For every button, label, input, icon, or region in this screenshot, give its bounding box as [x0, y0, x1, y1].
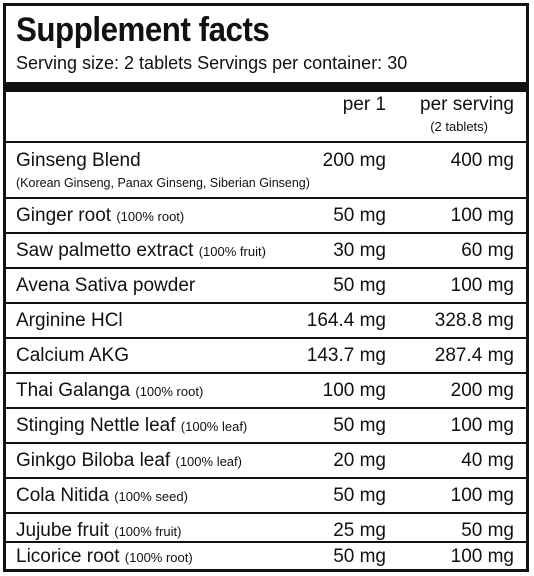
table-row: Arginine HCl 164.4 mg 328.8 mg: [6, 304, 526, 336]
row-divider: [6, 337, 526, 339]
ingredient-name: Thai Galanga (100% root): [16, 380, 204, 401]
table-row: Thai Galanga (100% root) 100 mg 200 mg: [6, 374, 526, 406]
amount-per-serving: 100 mg: [450, 546, 514, 567]
ingredient-sub-note: (Korean Ginseng, Panax Ginseng, Siberian…: [16, 176, 310, 190]
amount-per-serving: 100 mg: [450, 485, 514, 506]
row-divider: [6, 372, 526, 374]
row-divider: [6, 512, 526, 514]
amount-per-one: 164.4 mg: [306, 310, 386, 331]
ingredient-note: (100% root): [116, 209, 185, 224]
amount-per-serving: 100 mg: [450, 415, 514, 436]
table-row: Saw palmetto extract (100% fruit) 30 mg …: [6, 234, 526, 266]
amount-per-serving: 60 mg: [461, 240, 514, 261]
ingredient-note: (100% fruit): [114, 524, 182, 539]
amount-per-one: 200 mg: [322, 150, 386, 171]
amount-per-one: 30 mg: [333, 240, 386, 261]
column-header-serving-note: (2 tablets): [430, 119, 488, 134]
header-divider: [6, 82, 526, 92]
ingredient-name: Avena Sativa powder: [16, 275, 196, 296]
table-row: Jujube fruit (100% fruit) 25 mg 50 mg: [6, 514, 526, 546]
amount-per-serving: 287.4 mg: [434, 345, 514, 366]
page-title: Supplement facts: [16, 11, 270, 49]
ingredient-name: Ginseng Blend: [16, 150, 141, 171]
ingredient-name: Stinging Nettle leaf (100% leaf): [16, 415, 248, 436]
row-divider: [6, 141, 526, 143]
ingredient-name: Jujube fruit (100% fruit): [16, 520, 182, 541]
row-divider: [6, 267, 526, 269]
ingredient-name: Ginkgo Biloba leaf (100% leaf): [16, 450, 242, 471]
table-row: Licorice root (100% root) 50 mg 100 mg: [6, 543, 526, 569]
ingredient-name: Cola Nitida (100% seed): [16, 485, 188, 506]
ingredient-name: Ginger root (100% root): [16, 205, 185, 226]
serving-info: Serving size: 2 tablets Servings per con…: [16, 53, 408, 73]
amount-per-serving: 400 mg: [450, 150, 514, 171]
amount-per-serving: 40 mg: [461, 450, 514, 471]
row-divider: [6, 541, 526, 543]
row-divider: [6, 197, 526, 199]
amount-per-one: 20 mg: [333, 450, 386, 471]
table-row: Ginkgo Biloba leaf (100% leaf) 20 mg 40 …: [6, 444, 526, 476]
amount-per-one: 50 mg: [333, 275, 386, 296]
amount-per-one: 50 mg: [333, 485, 386, 506]
amount-per-one: 50 mg: [333, 415, 386, 436]
amount-per-serving: 100 mg: [450, 205, 514, 226]
column-header-per-one: per 1: [342, 94, 386, 115]
supplement-facts-panel: Supplement facts Serving size: 2 tablets…: [3, 3, 529, 572]
ingredient-note: (100% fruit): [198, 244, 266, 259]
amount-per-one: 143.7 mg: [306, 345, 386, 366]
row-divider: [6, 302, 526, 304]
ingredient-note: (100% leaf): [180, 419, 248, 434]
table-row: Stinging Nettle leaf (100% leaf) 50 mg 1…: [6, 409, 526, 441]
ingredient-name: Saw palmetto extract (100% fruit): [16, 240, 266, 261]
ingredient-name: Arginine HCl: [16, 310, 123, 331]
table-row: Ginseng Blend (Korean Ginseng, Panax Gin…: [6, 143, 526, 197]
amount-per-serving: 328.8 mg: [434, 310, 514, 331]
ingredient-name: Calcium AKG: [16, 345, 129, 366]
column-header-per-serving: per serving: [420, 94, 514, 115]
ingredient-note: (100% root): [124, 550, 193, 565]
ingredient-note: (100% seed): [114, 489, 188, 504]
amount-per-serving: 100 mg: [450, 275, 514, 296]
table-row: Avena Sativa powder 50 mg 100 mg: [6, 269, 526, 301]
amount-per-serving: 200 mg: [450, 380, 514, 401]
row-divider: [6, 442, 526, 444]
row-divider: [6, 477, 526, 479]
row-divider: [6, 407, 526, 409]
table-row: Cola Nitida (100% seed) 50 mg 100 mg: [6, 479, 526, 511]
ingredient-note: (100% leaf): [175, 454, 242, 469]
table-row: Ginger root (100% root) 50 mg 100 mg: [6, 199, 526, 231]
table-row: Calcium AKG 143.7 mg 287.4 mg: [6, 339, 526, 371]
ingredient-note: (100% root): [135, 384, 204, 399]
amount-per-serving: 50 mg: [461, 520, 514, 541]
row-divider: [6, 232, 526, 234]
amount-per-one: 50 mg: [333, 205, 386, 226]
ingredient-name: Licorice root (100% root): [16, 546, 193, 567]
amount-per-one: 100 mg: [322, 380, 386, 401]
amount-per-one: 25 mg: [333, 520, 386, 541]
amount-per-one: 50 mg: [333, 546, 386, 567]
